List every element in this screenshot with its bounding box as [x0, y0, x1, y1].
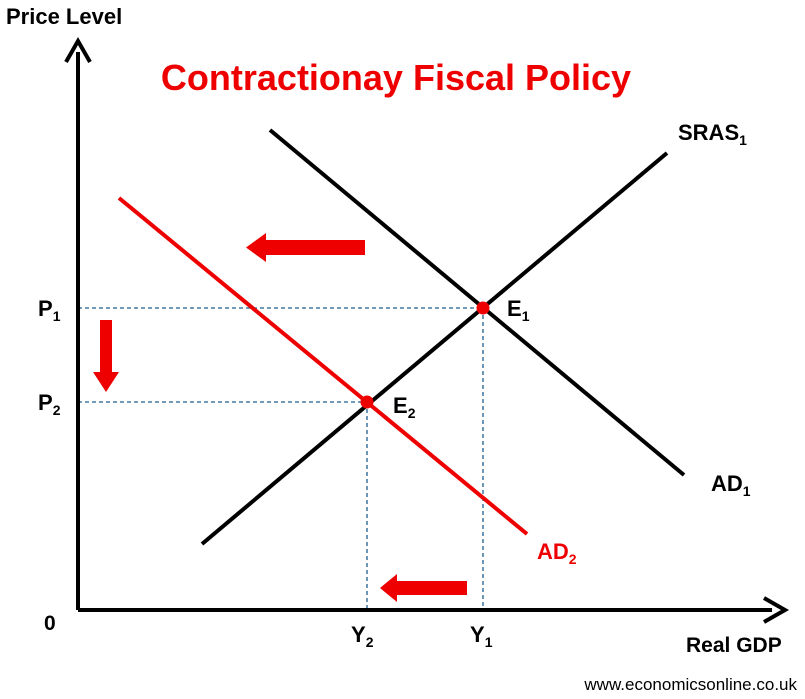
ad1-label: AD1 — [711, 471, 751, 499]
p1-label: P1 — [38, 296, 61, 324]
e2-label: E2 — [393, 393, 416, 421]
ad-shift-left-arrow — [246, 233, 365, 262]
e2-point — [360, 395, 374, 409]
y-axis-arrowhead — [64, 36, 92, 63]
sras-curve — [200, 151, 669, 546]
y-axis-label: Price Level — [6, 4, 122, 29]
origin-label: 0 — [44, 612, 56, 635]
ad2-label: AD2 — [537, 539, 577, 567]
guide-lines — [78, 307, 484, 610]
diagram-title: Contractionay Fiscal Policy — [161, 57, 631, 98]
y1-label: Y1 — [470, 622, 493, 650]
price-decrease-arrow — [93, 320, 119, 392]
ad1-curve — [268, 128, 686, 477]
sras-label: SRAS1 — [678, 120, 747, 148]
output-decrease-arrow — [380, 574, 467, 602]
x-axis-label: Real GDP — [686, 634, 782, 657]
axes — [76, 52, 772, 612]
x-axis-arrowhead — [763, 596, 790, 624]
e1-point — [476, 301, 490, 315]
p2-label: P2 — [38, 390, 61, 418]
y2-label: Y2 — [351, 622, 374, 650]
ad2-curve — [117, 196, 529, 536]
e1-label: E1 — [507, 296, 530, 324]
source-url: www.economicsonline.co.uk — [583, 675, 797, 694]
